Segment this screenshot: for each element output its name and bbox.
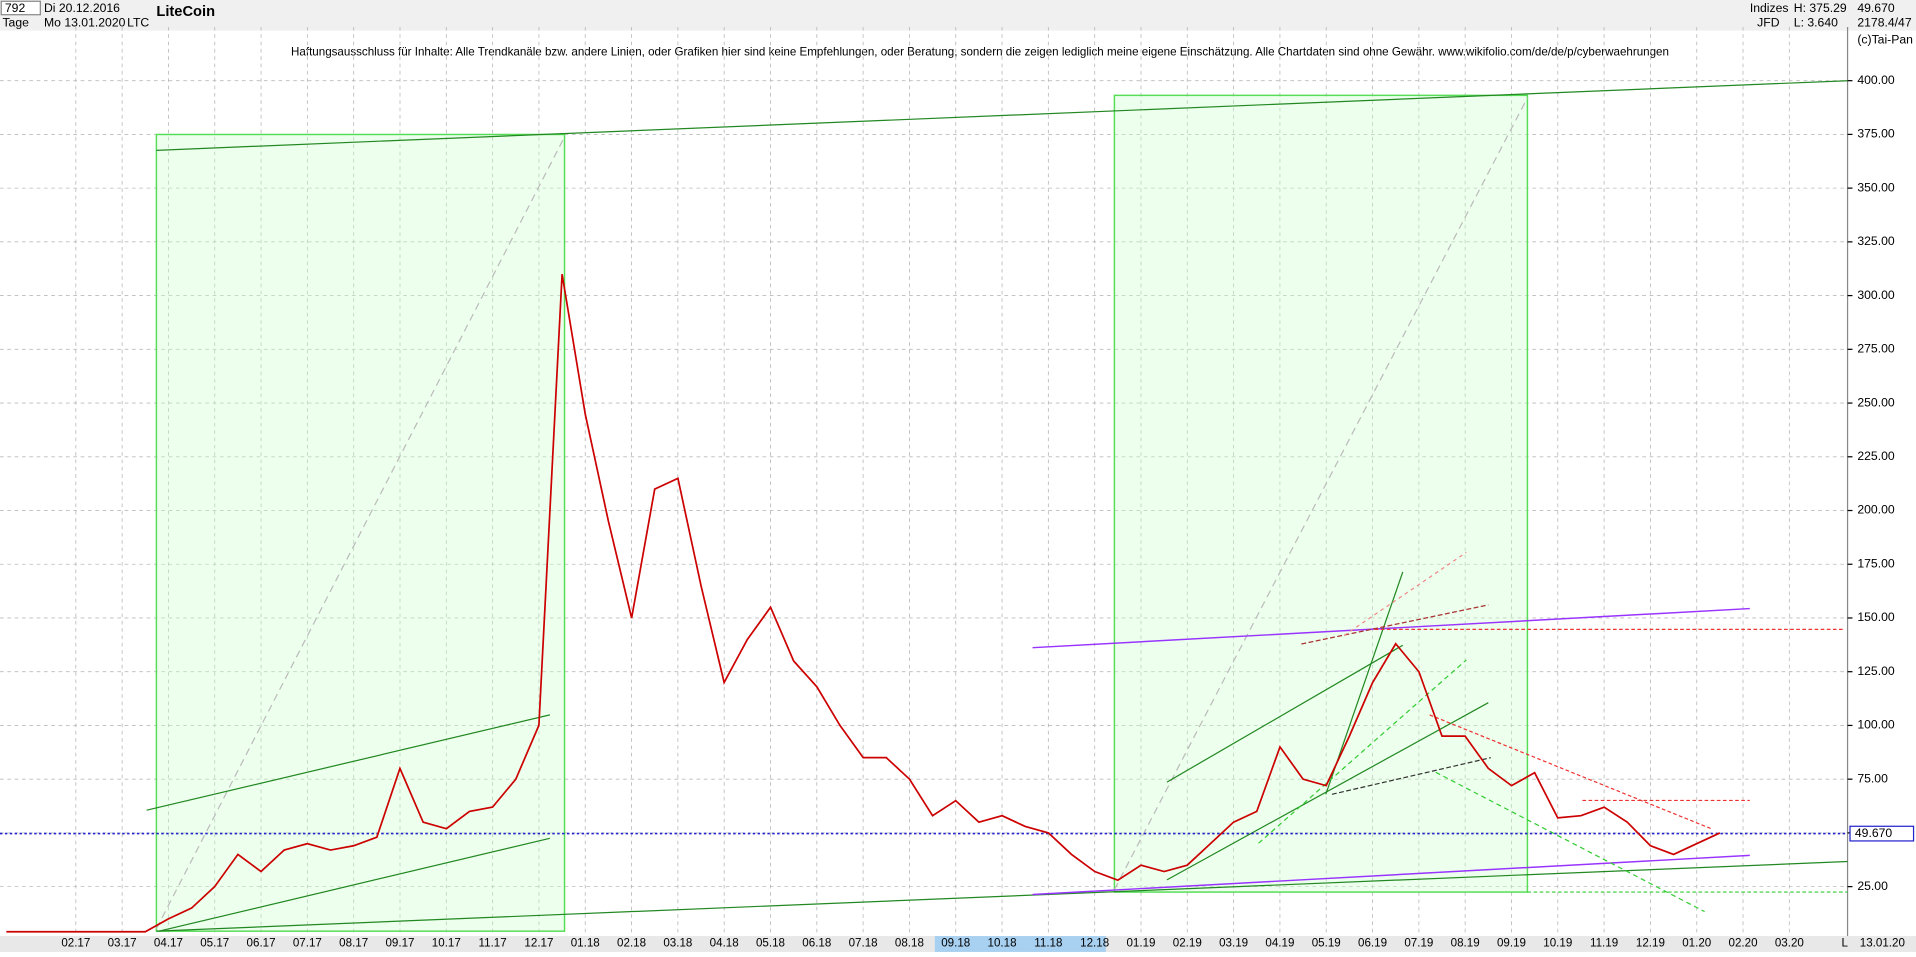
x-tick-label: 11.17: [479, 936, 507, 949]
x-tick-label: 10.17: [432, 936, 461, 949]
end-date: Mo 13.01.2020: [44, 15, 126, 29]
x-tick-label: 01.19: [1126, 936, 1155, 949]
x-tick-label: 02.18: [617, 936, 646, 949]
x-tick-label: 12.18: [1080, 936, 1109, 949]
y-tick-label: 125.00: [1857, 664, 1895, 678]
x-tick-label: 07.17: [293, 936, 322, 949]
last-price-box: [1849, 825, 1915, 842]
ratio: 2178.4/47: [1857, 15, 1912, 29]
low: L: 3.640: [1794, 15, 1838, 29]
x-tick-label: 07.18: [849, 936, 878, 949]
y-tick-label: 175.00: [1857, 556, 1895, 570]
start-date: Di 20.12.2016: [44, 1, 120, 15]
x-tick-label: 12.19: [1636, 936, 1665, 949]
x-tick-label: 08.17: [339, 936, 368, 949]
x-tick-label: 06.18: [802, 936, 831, 949]
x-tick-label: 11.19: [1590, 936, 1618, 949]
x-tick-label: 05.18: [756, 936, 785, 949]
x-tick-label: 09.18: [941, 936, 970, 949]
copyright: (c)Tai-Pan: [1857, 33, 1913, 47]
x-tick-label: 11.18: [1034, 936, 1062, 949]
y-tick-label: 275.00: [1857, 342, 1895, 356]
x-tick-label: 06.17: [247, 936, 276, 949]
scale-mode[interactable]: L: [1841, 936, 1848, 949]
y-tick-label: 300.00: [1857, 288, 1895, 302]
x-tick-label: 10.19: [1543, 936, 1572, 949]
x-tick-label: 03.20: [1775, 936, 1804, 949]
x-tick-label: 01.20: [1682, 936, 1711, 949]
y-tick-label: 200.00: [1857, 503, 1895, 517]
x-tick-label: 02.17: [61, 936, 90, 949]
x-tick-label: 04.19: [1265, 936, 1294, 949]
x-tick-label: 08.18: [895, 936, 924, 949]
plot: 49.670: [0, 273, 1915, 933]
y-tick-label: 25.00: [1857, 879, 1888, 893]
x-tick-label: 09.19: [1497, 936, 1526, 949]
high: H: 375.29: [1794, 1, 1847, 15]
y-tick-label: 225.00: [1857, 449, 1895, 463]
x-tick-label: 02.20: [1729, 936, 1758, 949]
y-tick-label: 375.00: [1857, 127, 1895, 141]
market: Indizes: [1750, 1, 1789, 15]
x-tick-label: 01.18: [571, 936, 600, 949]
x-tick-label: 10.18: [988, 936, 1017, 949]
x-tick-label: 06.19: [1358, 936, 1387, 949]
x-tick-label: 05.19: [1312, 936, 1341, 949]
x-tick-label: 03.19: [1219, 936, 1248, 949]
broker: JFD: [1757, 15, 1780, 29]
y-tick-label: 350.00: [1857, 180, 1895, 194]
x-end-label: 13.01.20: [1860, 936, 1905, 949]
chart-title: LiteCoin: [156, 4, 215, 20]
x-tick-label: 09.17: [385, 936, 414, 949]
x-tick-label: 02.19: [1173, 936, 1202, 949]
annotations: [146, 80, 1848, 932]
y-tick-label: 150.00: [1857, 610, 1895, 624]
x-tick-label: 04.17: [154, 936, 183, 949]
x-tick-label: 03.18: [663, 936, 692, 949]
x-tick-label: 07.19: [1404, 936, 1433, 949]
symbol: LTC: [127, 15, 149, 29]
x-tick-label: 12.17: [524, 936, 553, 949]
count-box[interactable]: [0, 0, 41, 16]
y-tick-label: 400.00: [1857, 73, 1895, 87]
x-tick-label: 04.18: [710, 936, 739, 949]
price-line: [6, 273, 1721, 933]
y-tick-label: 250.00: [1857, 395, 1895, 409]
period[interactable]: Tage: [2, 15, 29, 29]
last-price-label: 49.670: [1855, 826, 1893, 840]
x-tick-label: 08.19: [1451, 936, 1480, 949]
y-tick-label: 75.00: [1857, 771, 1888, 785]
y-tick-label: 100.00: [1857, 718, 1895, 732]
x-tick-label: 05.17: [200, 936, 229, 949]
x-tick-label: 03.17: [108, 936, 137, 949]
count: 792: [5, 1, 26, 15]
disclaimer: Haftungsausschluss für Inhalte: Alle Tre…: [291, 46, 1669, 59]
y-tick-label: 325.00: [1857, 234, 1895, 248]
x-axis-highlight: [934, 936, 1106, 952]
last: 49.670: [1857, 1, 1895, 15]
